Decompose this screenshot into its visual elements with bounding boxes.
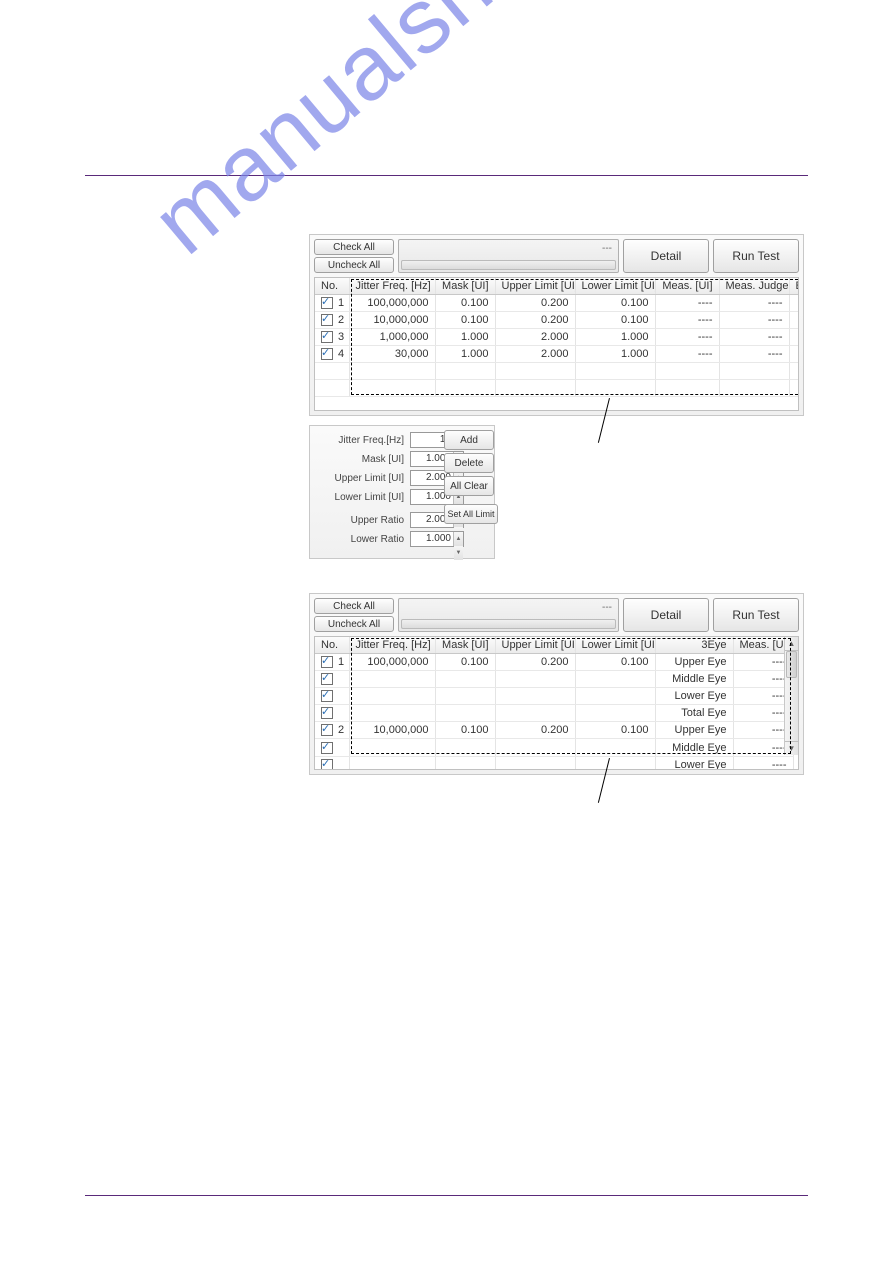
table1-header: No. <box>315 278 349 295</box>
progress-bar-2: --- <box>398 598 619 632</box>
row-checkbox[interactable] <box>321 724 333 736</box>
table-row[interactable]: 1100,000,0000.1000.2000.100-------- <box>315 295 799 312</box>
table1-header: Meas. Judge <box>719 278 789 295</box>
table-row[interactable]: Lower Eye---- <box>315 756 793 770</box>
label-lower-ratio: Lower Ratio <box>318 534 404 545</box>
table2-header: Mask [UI] <box>435 637 495 654</box>
table-row[interactable]: Total Eye---- <box>315 705 793 722</box>
table-row[interactable]: 210,000,0000.1000.2000.100Upper Eye---- <box>315 722 793 739</box>
detail-button[interactable]: Detail <box>623 239 709 273</box>
row-checkbox[interactable] <box>321 742 333 754</box>
table2-header: Lower Limit [UI] <box>575 637 655 654</box>
detail-button-2[interactable]: Detail <box>623 598 709 632</box>
input-lower-ratio[interactable]: 1.000▲▼ <box>410 531 464 547</box>
uncheck-all-button[interactable]: Uncheck All <box>314 257 394 273</box>
row-checkbox[interactable] <box>321 690 333 702</box>
label-mask: Mask [UI] <box>318 454 404 465</box>
table1: No.Jitter Freq. [Hz]Mask [UI]Upper Limit… <box>315 278 799 397</box>
table-row[interactable]: 31,000,0001.0002.0001.000-------- <box>315 329 799 346</box>
row-checkbox[interactable] <box>321 297 333 309</box>
label-jitter-freq: Jitter Freq.[Hz] <box>318 435 404 446</box>
row-checkbox[interactable] <box>321 707 333 719</box>
table2-header: Upper Limit [UI] <box>495 637 575 654</box>
row-checkbox[interactable] <box>321 331 333 343</box>
delete-button[interactable]: Delete <box>444 453 494 473</box>
progress-text-2: --- <box>602 602 612 613</box>
check-all-button[interactable]: Check All <box>314 239 394 255</box>
table1-header: Mask [UI] <box>435 278 495 295</box>
table1-header: Esti <box>789 278 799 295</box>
table1-header: Upper Limit [UI] <box>495 278 575 295</box>
hr-top <box>85 175 808 176</box>
table2: No.Jitter Freq. [Hz]Mask [UI]Upper Limit… <box>315 637 794 770</box>
table1-header: Meas. [UI] <box>655 278 719 295</box>
uncheck-all-button-2[interactable]: Uncheck All <box>314 616 394 632</box>
table2-wrap: No.Jitter Freq. [Hz]Mask [UI]Upper Limit… <box>314 636 799 770</box>
hr-bottom <box>85 1195 808 1196</box>
row-checkbox[interactable] <box>321 348 333 360</box>
panel-table2: Check All Uncheck All --- Detail Run Tes… <box>309 593 804 775</box>
panel-table1: Check All Uncheck All --- Detail Run Tes… <box>309 234 804 416</box>
check-all-button-2[interactable]: Check All <box>314 598 394 614</box>
table2-header: No. <box>315 637 349 654</box>
row-checkbox[interactable] <box>321 656 333 668</box>
table2-vscroll[interactable]: ▲ ▼ <box>784 637 798 755</box>
set-all-limit-button[interactable]: Set All Limit <box>444 504 498 524</box>
table-row[interactable]: 430,0001.0002.0001.000-------- <box>315 346 799 363</box>
label-upper-ratio: Upper Ratio <box>318 515 404 526</box>
progress-bar: --- <box>398 239 619 273</box>
run-test-button[interactable]: Run Test <box>713 239 799 273</box>
table1-wrap: No.Jitter Freq. [Hz]Mask [UI]Upper Limit… <box>314 277 799 411</box>
table1-header: Jitter Freq. [Hz] <box>349 278 435 295</box>
table1-header: Lower Limit [UI] <box>575 278 655 295</box>
table-row[interactable]: Middle Eye---- <box>315 739 793 756</box>
table-row[interactable]: Lower Eye---- <box>315 688 793 705</box>
row-checkbox[interactable] <box>321 759 333 770</box>
progress-text: --- <box>602 243 612 254</box>
table-row[interactable]: Middle Eye---- <box>315 671 793 688</box>
run-test-button-2[interactable]: Run Test <box>713 598 799 632</box>
add-button[interactable]: Add <box>444 430 494 450</box>
table-row[interactable]: 1100,000,0000.1000.2000.100Upper Eye---- <box>315 654 793 671</box>
row-checkbox[interactable] <box>321 314 333 326</box>
label-lower-limit: Lower Limit [UI] <box>318 492 404 503</box>
all-clear-button[interactable]: All Clear <box>444 476 494 496</box>
table2-header: 3Eye <box>655 637 733 654</box>
label-upper-limit: Upper Limit [UI] <box>318 473 404 484</box>
table-row[interactable]: 210,000,0000.1000.2000.100-------- <box>315 312 799 329</box>
row-checkbox[interactable] <box>321 673 333 685</box>
table2-header: Jitter Freq. [Hz] <box>349 637 435 654</box>
